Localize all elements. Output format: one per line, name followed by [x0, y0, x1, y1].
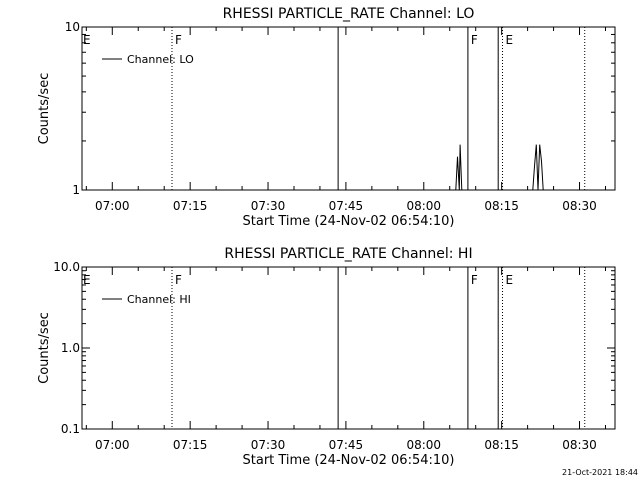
panel-1-x-tick-label: 08:15	[484, 199, 519, 213]
footer-timestamp: 21-Oct-2021 18:44	[562, 468, 638, 477]
panel-2-title: RHESSI PARTICLE_RATE Channel: HI	[224, 246, 472, 262]
panel-1-title: RHESSI PARTICLE_RATE Channel: LO	[223, 6, 475, 22]
panel-1-legend-label: Channel: LO	[127, 53, 194, 66]
panel-2-plot-frame	[81, 266, 616, 430]
panel-1-x-axis-label: Start Time (24-Nov-02 06:54:10)	[243, 214, 455, 229]
panel-2-y-tick-label: 10.0	[53, 260, 80, 274]
panel-1-edge-event-label: E	[83, 33, 91, 47]
panel-1-y-tick-label: 1	[72, 183, 80, 197]
panel-2-y-axis-label: Counts/sec	[37, 312, 52, 384]
panel-1-series-line	[455, 144, 544, 191]
panel-1-x-tick-label: 08:00	[406, 199, 441, 213]
panel-2-event-label: F	[175, 273, 182, 287]
panel-1-x-tick-label: 07:15	[173, 199, 208, 213]
panel-1-x-tick-label: 07:45	[329, 199, 364, 213]
panel-1-x-tick-label: 07:30	[251, 199, 286, 213]
panel-1-x-tick-label: 07:00	[95, 199, 130, 213]
panel-2-y-tick-label: 0.1	[61, 422, 80, 436]
panel-2-x-tick-label: 07:30	[251, 438, 286, 452]
panel-2-x-tick-label: 07:45	[329, 438, 364, 452]
panel-2-event-label: E	[506, 273, 514, 287]
panel-2-x-tick-label: 08:15	[484, 438, 519, 452]
panel-2-event-label: F	[471, 273, 478, 287]
panel-1-x-tick-label: 08:30	[562, 199, 597, 213]
panel-1-y-tick-label: 10	[65, 20, 80, 34]
panel-2-x-tick-label: 07:00	[95, 438, 130, 452]
panel-1-plot-frame	[81, 26, 616, 191]
panel-2-x-tick-label: 08:30	[562, 438, 597, 452]
panel-2-y-tick-label: 1.0	[61, 341, 80, 355]
panel-1-event-label: F	[175, 33, 182, 47]
panel-2-legend-label: Channel: HI	[127, 293, 191, 306]
panel-2-x-tick-label: 07:15	[173, 438, 208, 452]
panel-2-x-axis-label: Start Time (24-Nov-02 06:54:10)	[243, 453, 455, 468]
panel-1-y-axis-label: Counts/sec	[37, 73, 52, 145]
panel-1-event-label: E	[506, 33, 514, 47]
panel-1-event-label: F	[471, 33, 478, 47]
panel-2-x-tick-label: 08:00	[406, 438, 441, 452]
panel-2-edge-event-label: E	[83, 273, 91, 287]
